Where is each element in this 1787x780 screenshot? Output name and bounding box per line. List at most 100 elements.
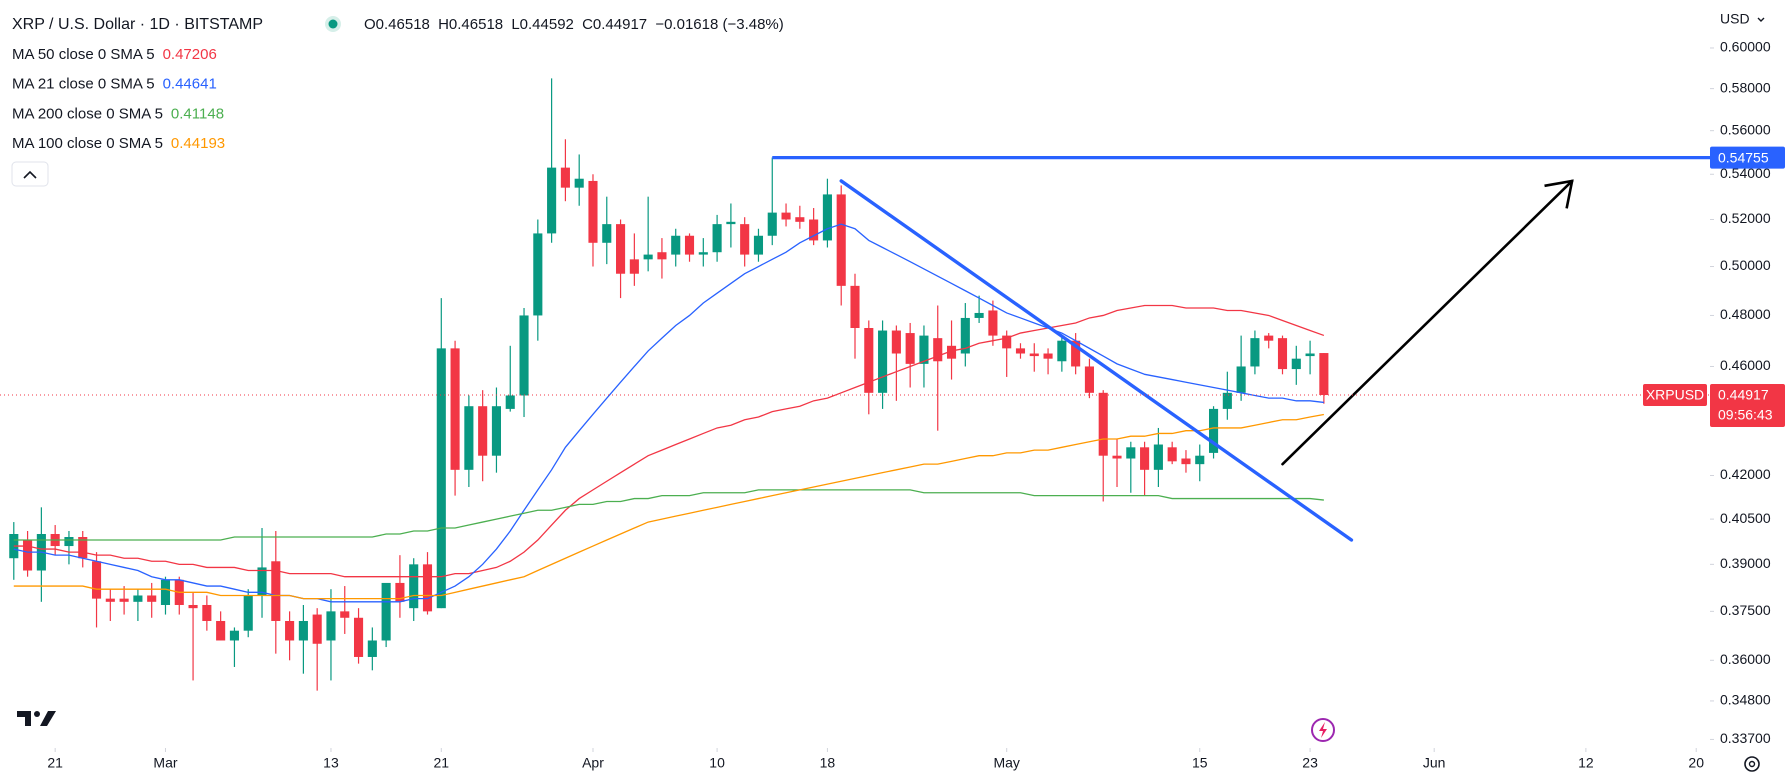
ohlc-label: L [511,16,519,33]
candle-body [1029,353,1039,357]
candle-body [271,561,281,621]
candle-body [1319,353,1329,396]
status-dot-core [328,19,338,29]
candle-body [160,579,171,605]
symbol-tag [1643,384,1707,407]
candle-body [795,217,805,222]
legend-value: 0.44193 [171,135,225,152]
y-tick-label: 0.37500 [1720,602,1771,618]
candle-body [1071,340,1081,367]
logo-part [34,711,40,717]
ohlc-value: 0.44917 [593,16,647,33]
x-tick-label: 10 [709,755,725,771]
candle-body [1277,338,1288,370]
candle-body [850,285,860,329]
symbol-tag-label: XRPUSD [1646,387,1704,403]
candle-body [726,221,736,225]
axes: 0.60000 0.58000 0.56000 0.54000 0.52000 0.500… [47,39,1785,771]
candle-body [919,335,929,364]
candle-body [1195,455,1205,465]
candle-body [229,630,239,641]
alert-bolt [1319,722,1327,738]
candle-body [188,604,198,609]
collapse-button[interactable] [11,161,49,187]
candle-body [933,338,943,362]
logo-part [17,711,31,726]
candle-body [864,328,874,393]
candle-body [781,212,791,220]
candle-body [491,406,502,456]
y-tick-label: 0.39000 [1720,555,1771,571]
candle-body [684,235,695,255]
countdown: 09:56:43 [1718,407,1773,423]
settings-icon[interactable] [1744,756,1760,772]
candle-body [1264,335,1274,341]
y-tick-label: 0.50000 [1720,257,1771,273]
candle-body [1250,338,1260,367]
ma-line [13,223,1324,603]
legend-entry: MA 100 close 0 SMA 5 0.44193 [12,135,225,152]
legend-entry: MA 21 close 0 SMA 5 0.44641 [12,76,217,93]
legend-entry: MA 50 close 0 SMA 5 0.47206 [12,46,217,63]
x-tick-label: 21 [47,755,63,771]
candle-body [836,194,846,286]
currency[interactable]: USD [1720,11,1750,27]
legend-value: 0.47206 [163,46,217,63]
ohlc-value: 0.46518 [376,16,430,33]
arrow-head [1544,179,1574,209]
level-tag-label: 0.54755 [1718,149,1769,165]
x-tick-label: Jun [1423,755,1446,771]
candle-body [464,406,474,470]
x-tick-label: 23 [1302,755,1318,771]
candle-body [326,611,336,641]
legend-name: MA 21 close 0 SMA 5 [12,76,155,93]
candle-body [478,406,488,456]
candle-body [1015,348,1026,354]
candle-body [629,259,639,274]
candle-body [340,611,350,618]
candle-body [1002,335,1012,349]
candle-body [257,567,267,596]
candle-body [298,620,308,641]
candle-body [602,224,612,243]
x-tick-label: Apr [582,755,604,771]
y-tick-label: 0.52000 [1720,210,1771,226]
candle-body [1153,444,1163,470]
candle-body [1043,353,1053,359]
candle-body [616,224,626,274]
ohlc-label: O [364,16,376,33]
candle-body [105,598,115,602]
alert-ring [1311,718,1335,742]
alert-icon[interactable] [1311,718,1335,742]
ma-line [13,304,1325,578]
candle-body [657,252,667,260]
candle-body [216,620,226,641]
change: −0.01618 (−3.48%) [655,16,783,33]
x-tick-label: 20 [1688,755,1704,771]
y-tick-label: 0.40500 [1720,510,1771,526]
plot-area [0,78,1710,691]
ohlc-header: O0.46518 H0.46518 L0.44592 C0.44917 −0.0… [364,16,784,33]
candle-body [1098,392,1108,456]
ohlc-value: 0.44592 [520,16,574,33]
candle-body [1305,353,1315,357]
x-tick-label: 15 [1192,755,1208,771]
candle-body [1181,458,1191,465]
y-tick-label: 0.58000 [1720,79,1771,95]
candle-body [1291,358,1301,370]
y-tick-label: 0.60000 [1720,39,1771,55]
candle-body [878,330,888,393]
y-tick-label: 0.46000 [1720,357,1771,373]
chart-title: XRP / U.S. Dollar · 1D · BITSTAMP [12,16,263,33]
candle-body [988,310,998,336]
legend-name: MA 50 close 0 SMA 5 [12,46,155,63]
trend-line [1281,179,1574,466]
candle-body [712,224,722,253]
candle-body [450,348,460,470]
candle-body [809,219,819,241]
candle-body [409,564,419,609]
candle-body [519,315,529,396]
candle-body [395,582,405,602]
candle-body [905,333,915,364]
candle-body [353,617,364,657]
